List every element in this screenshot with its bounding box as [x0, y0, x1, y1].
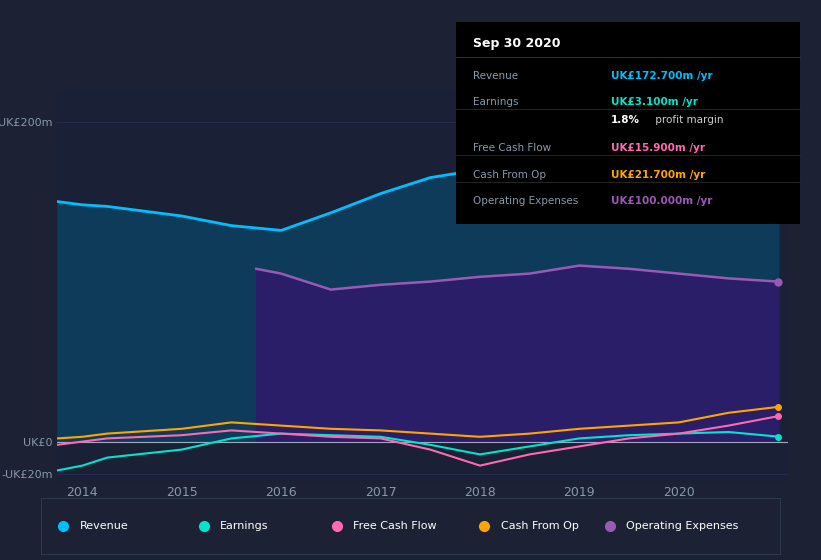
Text: UK£21.700m /yr: UK£21.700m /yr [611, 170, 705, 180]
Text: Earnings: Earnings [473, 97, 518, 107]
Text: UK£172.700m /yr: UK£172.700m /yr [611, 71, 713, 81]
Text: Operating Expenses: Operating Expenses [473, 196, 578, 206]
Text: 1.8%: 1.8% [611, 115, 640, 125]
Text: UK£3.100m /yr: UK£3.100m /yr [611, 97, 698, 107]
Text: Cash From Op: Cash From Op [473, 170, 546, 180]
Text: UK£100.000m /yr: UK£100.000m /yr [611, 196, 712, 206]
Text: UK£15.900m /yr: UK£15.900m /yr [611, 143, 704, 153]
Text: Cash From Op: Cash From Op [501, 521, 579, 531]
Text: Free Cash Flow: Free Cash Flow [353, 521, 437, 531]
Text: profit margin: profit margin [652, 115, 723, 125]
Text: Operating Expenses: Operating Expenses [626, 521, 739, 531]
Text: Sep 30 2020: Sep 30 2020 [473, 36, 561, 49]
Text: Revenue: Revenue [473, 71, 518, 81]
Text: Revenue: Revenue [80, 521, 128, 531]
Text: Free Cash Flow: Free Cash Flow [473, 143, 551, 153]
Text: Earnings: Earnings [220, 521, 268, 531]
